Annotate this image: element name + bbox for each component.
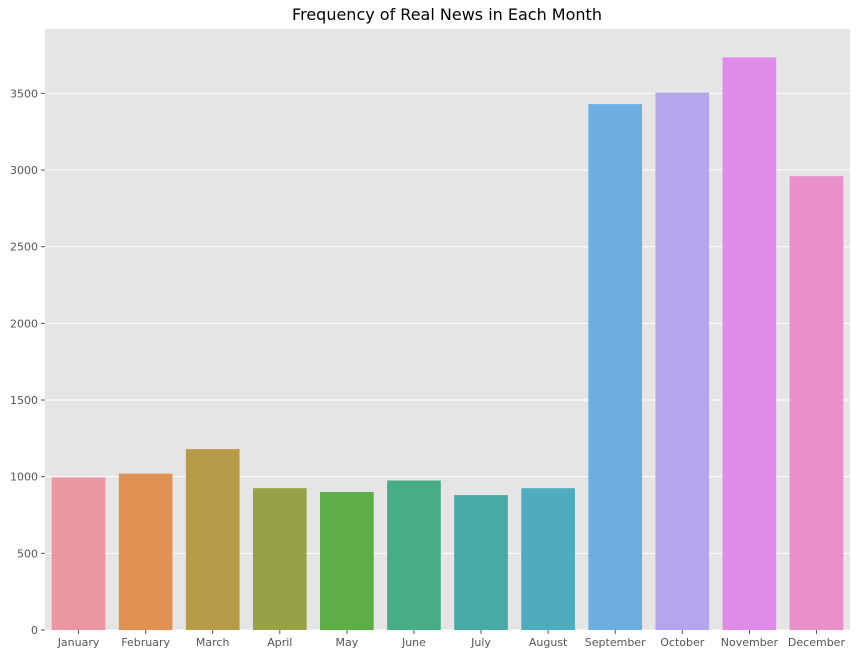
x-tick-label: March <box>196 636 230 649</box>
x-tick-label: January <box>57 636 100 649</box>
bar-april <box>252 488 307 630</box>
x-tick-label: June <box>401 636 426 649</box>
x-tick-label: November <box>721 636 779 649</box>
y-tick-label: 3000 <box>10 164 38 177</box>
y-tick-label: 2000 <box>10 317 38 330</box>
plot-background <box>45 29 850 630</box>
y-tick-label: 0 <box>31 624 38 637</box>
bar-november <box>722 57 777 630</box>
y-tick-label: 500 <box>17 547 38 560</box>
x-tick-label: February <box>121 636 170 649</box>
x-tick-label: July <box>470 636 491 649</box>
bar-june <box>387 480 441 630</box>
bar-december <box>789 176 844 631</box>
x-tick-label: December <box>788 636 846 649</box>
chart-title: Frequency of Real News in Each Month <box>292 5 602 24</box>
bar-january <box>51 477 106 630</box>
bar-may <box>320 492 374 630</box>
bar-september <box>588 104 643 630</box>
bar-august <box>521 488 575 630</box>
bar-february <box>118 473 173 630</box>
bar-march <box>185 449 240 630</box>
y-tick-label: 2500 <box>10 241 38 254</box>
y-tick-label: 1000 <box>10 471 38 484</box>
x-tick-label: August <box>529 636 568 649</box>
y-tick-label: 3500 <box>10 87 38 100</box>
x-tick-label: October <box>660 636 704 649</box>
bar-october <box>655 92 710 630</box>
gridlines <box>45 92 850 631</box>
bars <box>51 57 844 631</box>
y-tick-label: 1500 <box>10 394 38 407</box>
x-tick-label: April <box>267 636 292 649</box>
y-axis-ticks: 0 500 1000 1500 2000 2500 3000 3500 <box>10 87 45 637</box>
bar-july <box>454 495 508 630</box>
x-tick-label: September <box>585 636 646 649</box>
x-axis-ticks: January February March April May June July Augu… <box>57 630 846 649</box>
x-tick-label: May <box>336 636 359 649</box>
